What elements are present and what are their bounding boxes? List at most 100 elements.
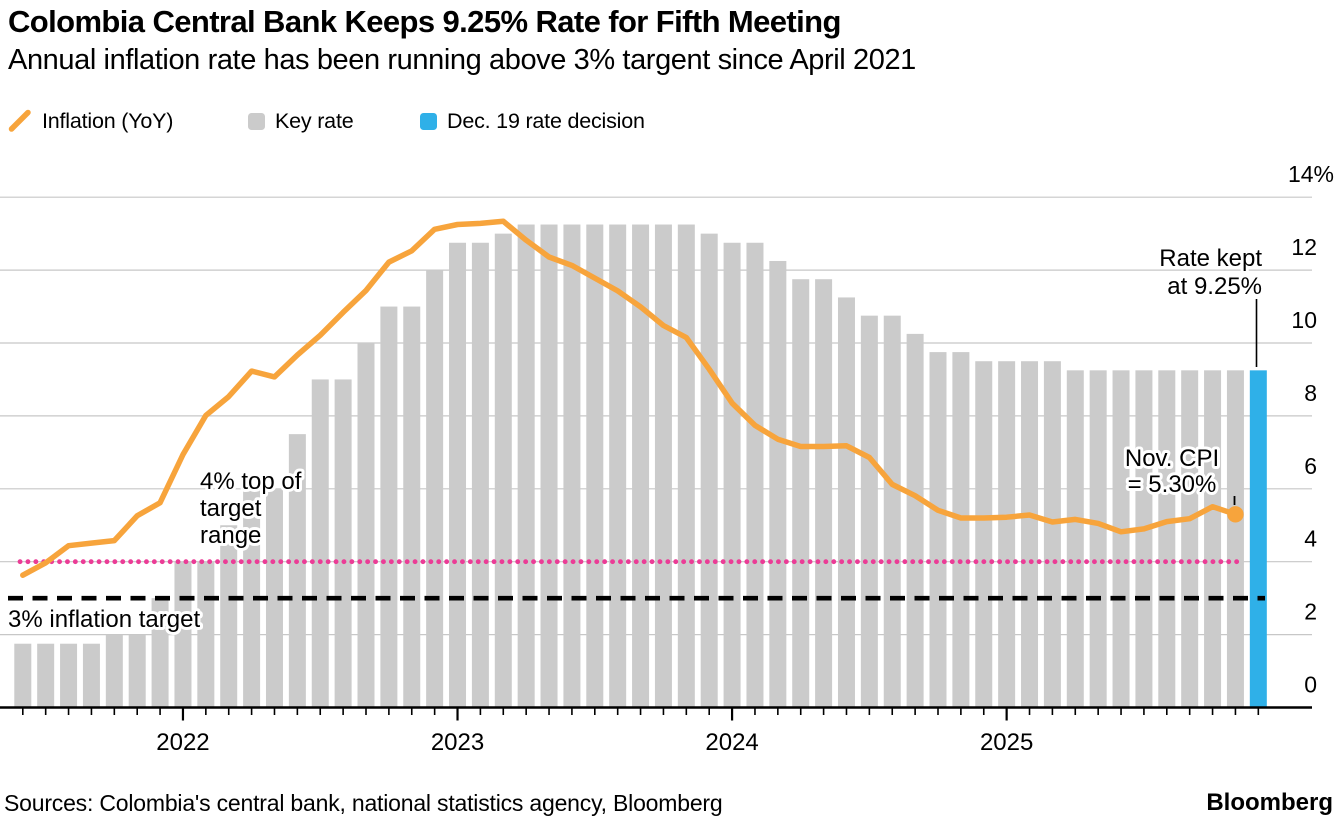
chart-subtitle: Annual inflation rate has been running a… [8,44,916,76]
key-rate-bar [586,224,604,708]
key-rate-bar [105,634,123,708]
y-axis-labels: 0 2 4 6 8 10 12 14% [1288,161,1334,697]
legend-item-key-rate: Key rate [248,104,354,138]
inflation-line-group [20,218,1244,578]
legend-label-inflation: Inflation (YoY) [42,108,174,133]
key-rate-bar [723,242,741,708]
key-rate-bar [975,361,993,708]
key-rate-bar [883,315,901,708]
year-label: 2023 [431,729,484,756]
legend-item-decision: Dec. 19 rate decision [420,104,645,138]
key-rate-bar [1089,370,1107,708]
bloomberg-logo: Bloomberg [1206,789,1333,816]
key-rate-bar [1135,370,1153,708]
key-rate-bar [174,561,192,708]
key-rate-bar [288,434,306,708]
key-rate-bar [151,598,169,708]
inflation-line-icon [8,109,31,132]
legend-label-key-rate: Key rate [275,108,354,133]
key-rate-bar [632,224,650,708]
key-rate-bar [1112,370,1130,708]
reference-lines [8,559,1265,601]
key-rate-swatch-icon [248,112,265,130]
legend-item-inflation: Inflation (YoY) [8,104,173,138]
y-tick-label: 12 [1291,234,1317,260]
inflation-endpoint-dot [1227,506,1244,523]
key-rate-bar [1043,361,1061,708]
key-rate-bar [860,315,878,708]
key-rate-bar [265,488,283,708]
legend: Inflation (YoY) Key rate Dec. 19 rate de… [0,104,1336,138]
key-rate-bar [1204,370,1222,708]
y-tick-label: 2 [1304,599,1317,625]
key-rate-bar [700,233,718,708]
year-label: 2022 [156,729,209,756]
y-tick-label: 0 [1304,672,1317,698]
key-rate-bar [14,643,32,708]
key-rate-bar [746,242,764,708]
key-rate-bar [37,643,55,708]
key-rate-bar [449,242,467,708]
decision-bar [1249,370,1267,708]
y-tick-label: 10 [1291,307,1317,333]
y-tick-label: 14% [1288,161,1334,187]
key-rate-bar [334,379,352,708]
key-rate-bar [1181,370,1199,708]
nov-cpi-annotation-line2: = 5.30% [1128,471,1217,498]
key-rate-bar [952,352,970,708]
chart-title: Colombia Central Bank Keeps 9.25% Rate f… [8,4,841,39]
target-range-annotation-line3: range [200,522,261,549]
key-rate-bar [517,224,535,708]
key-rate-bar [471,242,489,708]
key-rate-bar [1066,370,1084,708]
key-rate-bar [540,224,558,708]
key-rate-bar [677,224,695,708]
nov-cpi-annotation-line1: Nov. CPI [1125,445,1219,472]
key-rate-bar [929,352,947,708]
key-rate-bar [815,279,833,708]
sources-text: Sources: Colombia's central bank, nation… [4,790,723,816]
key-rate-bar [837,297,855,708]
key-rate-bar [609,224,627,708]
x-axis-labels: 2022 2023 2024 2025 [156,729,1033,756]
bars [14,224,1267,708]
inflation-line [20,218,1239,578]
key-rate-bar [1158,370,1176,708]
y-tick-label: 6 [1304,453,1317,479]
key-rate-bar [792,279,810,708]
target-range-annotation-line1: 4% top of [200,468,302,495]
y-tick-label: 8 [1304,380,1317,406]
decision-swatch-icon [420,112,437,130]
key-rate-bar [1021,361,1039,708]
x-axis [0,706,1312,721]
target-range-annotation-line2: target [200,495,262,522]
key-rate-bar [357,343,375,708]
key-rate-bar [82,643,100,708]
inflation-target-annotation: 3% inflation target [8,606,200,633]
key-rate-bar [998,361,1016,708]
annotations: 4% top of target range 3% inflation targ… [5,242,1265,636]
rate-kept-annotation-line1: Rate kept [1159,245,1262,272]
legend-label-decision: Dec. 19 rate decision [447,108,645,133]
key-rate-bar [220,525,238,708]
year-label: 2024 [705,729,758,756]
y-tick-label: 4 [1304,526,1317,552]
key-rate-bar [654,224,672,708]
key-rate-bar [243,488,261,708]
key-rate-bar [1226,370,1244,708]
key-rate-bar [197,561,215,708]
key-rate-bar [311,379,329,708]
key-rate-bar [906,333,924,708]
rate-kept-annotation-line2: at 9.25% [1167,273,1262,300]
key-rate-bar [380,306,398,708]
key-rate-bar [403,306,421,708]
key-rate-bar [494,233,512,708]
key-rate-bar [563,224,581,708]
year-label: 2025 [980,729,1033,756]
key-rate-bar [128,634,146,708]
key-rate-bar [769,260,787,708]
key-rate-bar [426,270,444,708]
key-rate-bar [60,643,78,708]
